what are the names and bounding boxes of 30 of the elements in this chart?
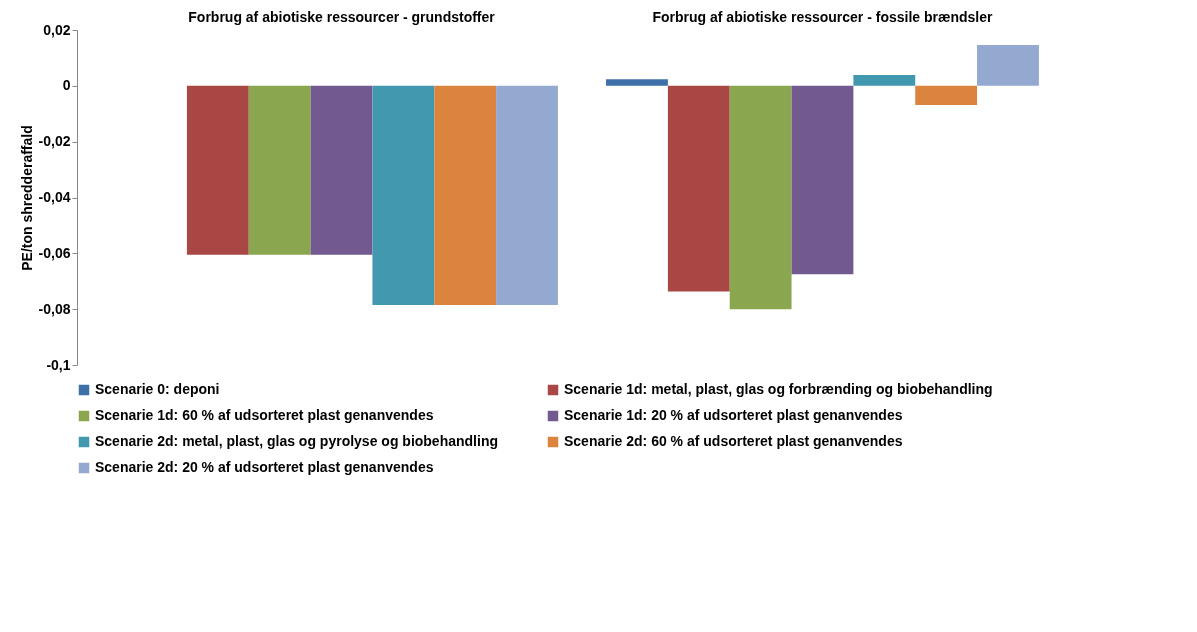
bar <box>372 85 435 305</box>
y-tick-label: -0,1 <box>46 356 71 373</box>
legend-label: Scenarie 0: deponi <box>95 381 220 397</box>
x-tick-label: Forbrug af abiotiske ressourcer - fossile brændsler <box>652 8 994 25</box>
bar <box>915 85 978 106</box>
legend-label: Scenarie 1d: 60 % af udsorteret plast genanvendes <box>95 407 434 423</box>
legend-label: Scenarie 2d: metal, plast, glas og pyrolyse og biobehandling <box>95 433 498 449</box>
y-tick-label: -0,02 <box>38 133 71 150</box>
legend-label: Scenarie 2d: 20 % af udsorteret plast genanvendes <box>95 459 434 475</box>
bar <box>667 85 730 292</box>
y-axis-title: PE/ton shredderaffald <box>18 125 35 271</box>
x-tick-label: Forbrug af abiotiske ressourcer - grundstoffer <box>188 8 496 25</box>
y-tick-label: -0,08 <box>38 300 71 317</box>
legend-label: Scenarie 1d: metal, plast, glas og forbrænding og biobehandling <box>564 381 993 397</box>
bar <box>791 85 854 275</box>
bar <box>496 85 558 305</box>
bar <box>853 74 916 86</box>
bar <box>248 85 311 255</box>
bar <box>606 79 668 86</box>
y-tick-label: 0,02 <box>43 21 71 38</box>
bar <box>186 85 249 255</box>
bar <box>729 85 792 310</box>
legend-label: Scenarie 1d: 20 % af udsorteret plast genanvendes <box>564 407 903 423</box>
legend-label: Scenarie 2d: 60 % af udsorteret plast genanvendes <box>564 433 903 449</box>
y-tick-label: 0 <box>62 77 71 94</box>
y-tick-label: -0,06 <box>38 244 71 261</box>
bar <box>977 45 1039 86</box>
y-tick-label: -0,04 <box>38 189 71 205</box>
bar <box>434 85 497 305</box>
bar <box>310 85 373 255</box>
